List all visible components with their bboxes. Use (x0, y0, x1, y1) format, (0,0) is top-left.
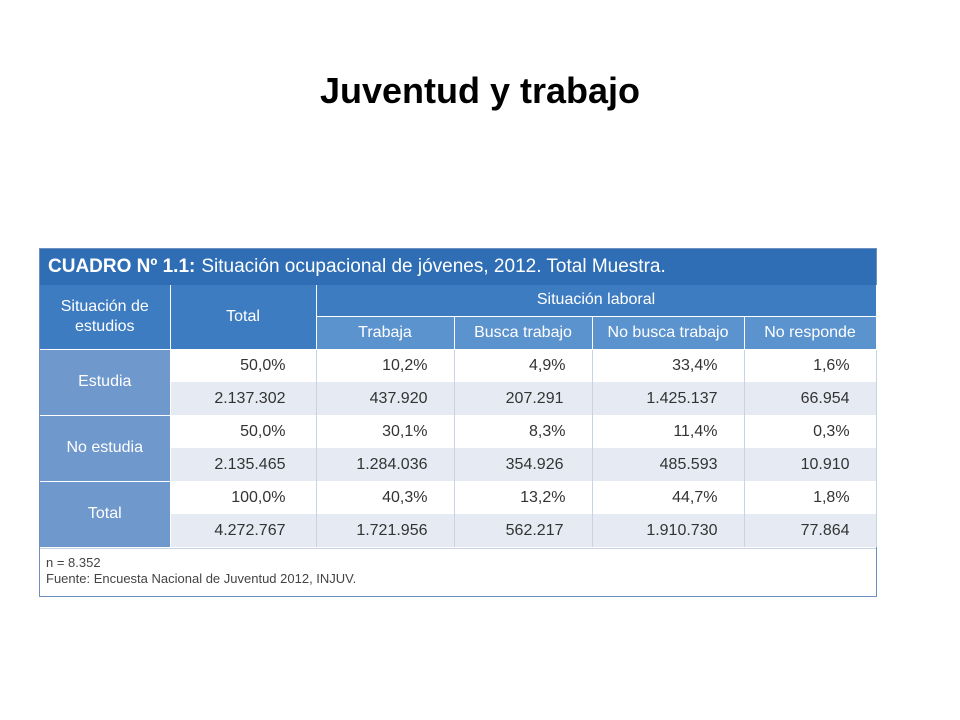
header-situacion-estudios: Situación de estudios (40, 285, 171, 350)
table-cell: 77.864 (744, 514, 877, 547)
table-cell: 10.910 (744, 448, 877, 481)
table-cell: 30,1% (316, 415, 455, 448)
table-cell: 485.593 (592, 448, 745, 481)
table-footnote: n = 8.352 Fuente: Encuesta Nacional de J… (40, 547, 876, 597)
table-cell: 2.135.465 (170, 448, 317, 481)
table-row: 4.272.767 1.721.956 562.217 1.910.730 77… (40, 514, 877, 547)
table-cell: 437.920 (316, 382, 455, 415)
header-busca-trabajo: Busca trabajo (454, 316, 593, 350)
table-row: 2.137.302 437.920 207.291 1.425.137 66.9… (40, 382, 877, 415)
table-cell: 33,4% (592, 349, 745, 382)
table-cell: 1.425.137 (592, 382, 745, 415)
table-row: 2.135.465 1.284.036 354.926 485.593 10.9… (40, 448, 877, 481)
table-cell: 1.910.730 (592, 514, 745, 547)
table-cell: 11,4% (592, 415, 745, 448)
table-row: Total 100,0% 40,3% 13,2% 44,7% 1,8% (40, 481, 877, 548)
row-label-total: Total (40, 481, 171, 548)
table-cell: 40,3% (316, 481, 455, 514)
source-note: Fuente: Encuesta Nacional de Juventud 20… (46, 571, 357, 587)
table-cell: 354.926 (454, 448, 593, 481)
table-cell: 50,0% (170, 349, 317, 382)
header-no-busca-trabajo: No busca trabajo (592, 316, 745, 350)
table-cell: 50,0% (170, 415, 317, 448)
table-caption-text: Situación ocupacional de jóvenes, 2012. … (201, 256, 666, 277)
header-total: Total (170, 285, 317, 350)
table-cell: 1.284.036 (316, 448, 455, 481)
table-cell: 4.272.767 (170, 514, 317, 547)
table-caption-code: CUADRO Nº 1.1: (48, 256, 196, 277)
data-table: Situación de estudios Total Situación la… (40, 285, 877, 548)
table-cell: 44,7% (592, 481, 745, 514)
row-label-estudia: Estudia (40, 349, 171, 416)
table-row: No estudia 50,0% 30,1% 8,3% 11,4% 0,3% (40, 415, 877, 482)
row-label-no-estudia: No estudia (40, 415, 171, 482)
table-cell: 66.954 (744, 382, 877, 415)
table-cell: 100,0% (170, 481, 317, 514)
table-cell: 1,6% (744, 349, 877, 382)
header-situacion-laboral: Situación laboral (316, 285, 877, 317)
table-cell: 562.217 (454, 514, 593, 547)
table-cell: 207.291 (454, 382, 593, 415)
table-cell: 13,2% (454, 481, 593, 514)
sample-size-note: n = 8.352 (46, 554, 101, 570)
table-cell: 1.721.956 (316, 514, 455, 547)
table-cell: 10,2% (316, 349, 455, 382)
slide-title: Juventud y trabajo (319, 70, 641, 111)
header-no-responde: No responde (744, 316, 877, 350)
table-cell: 1,8% (744, 481, 877, 514)
occupational-table: CUADRO Nº 1.1: Situación ocupacional de … (39, 248, 877, 598)
table-caption: CUADRO Nº 1.1: Situación ocupacional de … (40, 249, 876, 285)
header-trabaja: Trabaja (316, 316, 455, 350)
table-cell: 0,3% (744, 415, 877, 448)
table-cell: 2.137.302 (170, 382, 317, 415)
table-row: Estudia 50,0% 10,2% 4,9% 33,4% 1,6% (40, 349, 877, 416)
table-cell: 4,9% (454, 349, 593, 382)
table-cell: 8,3% (454, 415, 593, 448)
